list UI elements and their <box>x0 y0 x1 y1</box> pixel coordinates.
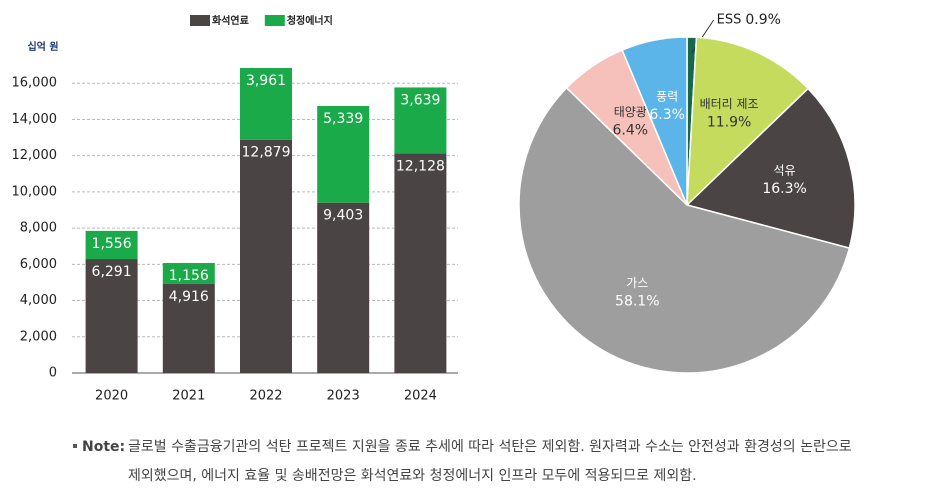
bar-segment <box>85 230 138 260</box>
y-tick-label: 12,000 <box>12 148 58 163</box>
y-tick-label: 16,000 <box>12 76 58 91</box>
y-tick-label: 8,000 <box>20 221 57 236</box>
bar-value-label: 6,291 <box>92 264 132 280</box>
bar-segment <box>85 259 138 373</box>
x-tick-label: 2023 <box>327 389 360 404</box>
bar-segment <box>162 283 215 373</box>
pie-value-label: 6.3% <box>649 107 685 123</box>
pie-category-label: 풍력 <box>656 90 678 104</box>
pie-value-label: 11.9% <box>707 114 751 130</box>
bar-segment <box>240 68 292 140</box>
bar-value-label: 9,403 <box>323 208 363 224</box>
pie-category-label: 석유 <box>774 163 796 177</box>
pie-category-label: 가스 <box>626 276 648 290</box>
y-tick-label: 2,000 <box>20 329 57 344</box>
pie-value-label: 16.3% <box>762 181 806 197</box>
bar-segment <box>317 106 370 203</box>
bar-segment <box>317 202 370 373</box>
y-axis-label: 십억 원 <box>27 40 58 53</box>
y-tick-label: 10,000 <box>12 184 58 199</box>
pie-value-label: 6.4% <box>613 123 649 139</box>
legend-label: 화석연료 <box>212 14 249 27</box>
pie-category-label: ESS <box>717 13 742 28</box>
note-text: 글로벌 수출금융기관의 석탄 프로젝트 지원을 종료 추세에 따라 석탄은 제외… <box>128 439 852 455</box>
bar-segment <box>394 153 447 373</box>
bar-segment <box>240 139 292 373</box>
pie-slice <box>686 36 810 207</box>
bullet <box>73 444 77 448</box>
y-tick-label: 14,000 <box>12 112 58 127</box>
pie-category-label: 태양광 <box>614 105 647 119</box>
bar-value-label: 5,339 <box>323 111 363 127</box>
bar-value-label: 12,879 <box>242 145 291 161</box>
y-tick-label: 0 <box>49 366 57 381</box>
pie-value-label: 58.1% <box>615 294 659 310</box>
pie-category-label: 배터리 제조 <box>700 97 759 111</box>
bar-value-label: 4,916 <box>169 289 209 305</box>
pie-slice <box>685 87 856 250</box>
y-tick-label: 6,000 <box>20 257 57 272</box>
legend-swatch <box>264 15 285 26</box>
bar-value-label: 3,639 <box>400 92 440 108</box>
pie-slice <box>518 86 851 374</box>
pie-slice <box>621 36 688 206</box>
note-text: 제외했으며, 에너지 효율 및 송배전망은 화석연료와 청정에너지 인프라 모두… <box>128 468 697 484</box>
x-tick-label: 2021 <box>172 389 205 404</box>
legend-swatch <box>190 15 210 26</box>
x-tick-label: 2020 <box>95 389 128 404</box>
note-label: Note: <box>82 439 125 455</box>
legend-label: 청정에너지 <box>287 14 333 27</box>
bar-value-label: 12,128 <box>396 158 445 174</box>
bar-segment <box>394 87 447 154</box>
bar-value-label: 1,156 <box>169 268 209 284</box>
y-tick-label: 4,000 <box>20 293 57 308</box>
bar-value-label: 3,961 <box>246 73 286 89</box>
bar-value-label: 1,556 <box>92 236 132 252</box>
bar-segment <box>162 263 215 284</box>
x-tick-label: 2024 <box>404 389 437 404</box>
x-tick-label: 2022 <box>249 389 282 404</box>
pie-value-label: 0.9% <box>745 12 781 28</box>
